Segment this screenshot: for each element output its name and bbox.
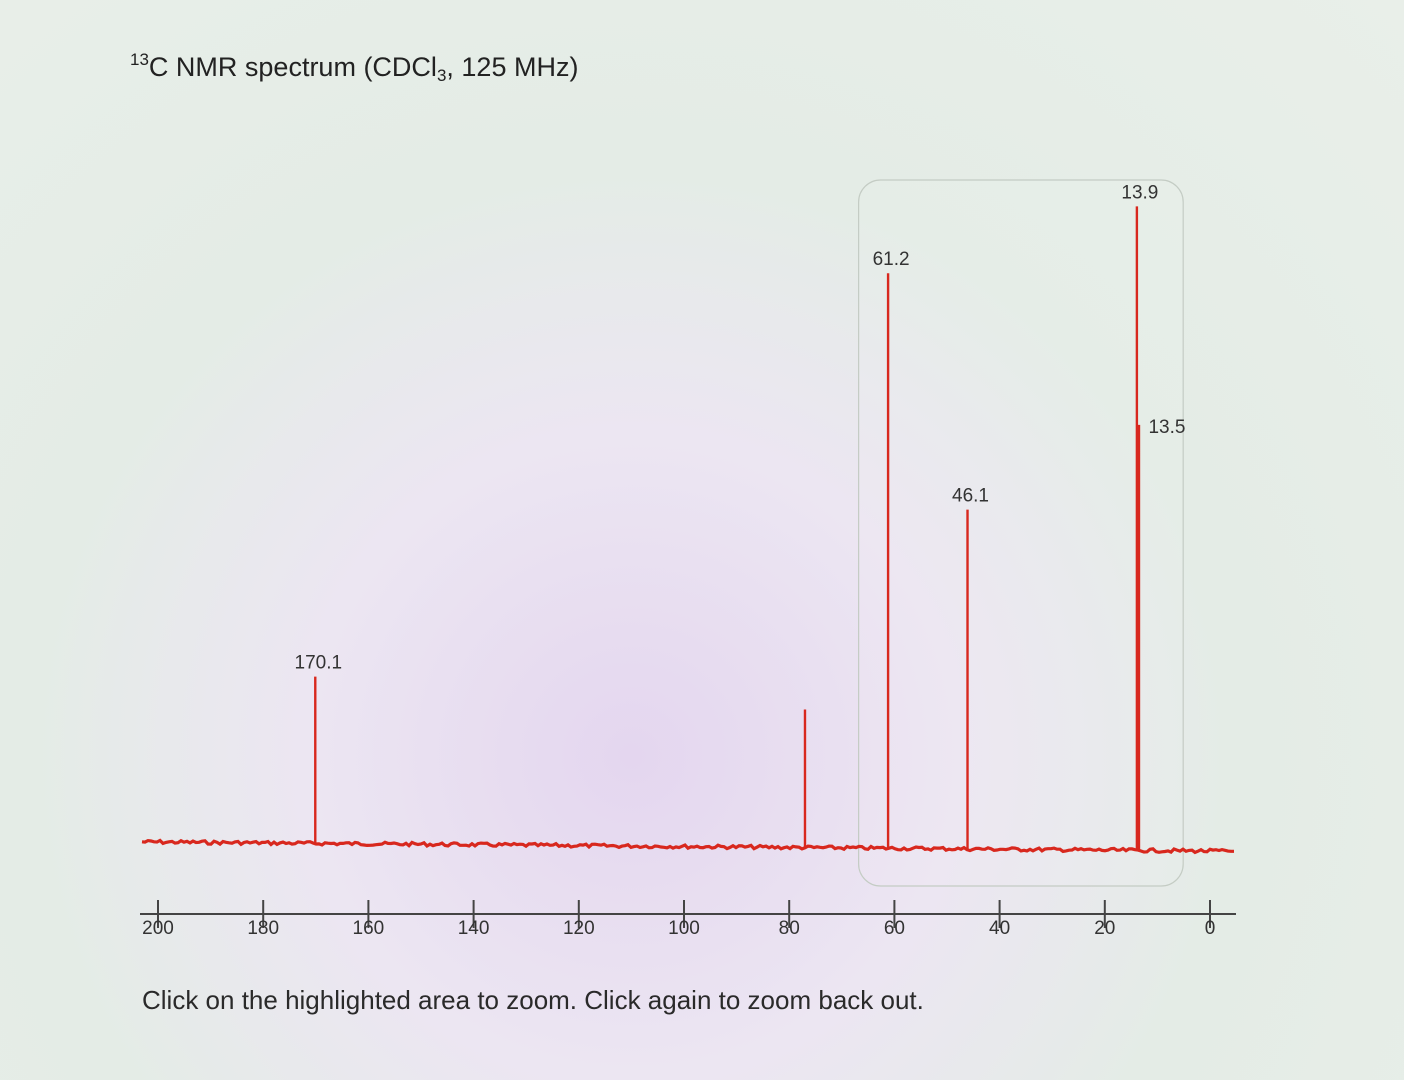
peak-label: 13.5: [1148, 417, 1185, 438]
peak-label: 61.2: [873, 249, 910, 270]
x-tick-label: 60: [884, 918, 905, 939]
x-tick-label: 160: [353, 918, 385, 939]
baseline-group: [141, 838, 1234, 855]
zoom-highlight-region[interactable]: [858, 179, 1184, 887]
x-tick-label: 120: [563, 918, 595, 939]
x-axis: 200 180 160 140 120 100 80 60 40 20 0: [140, 900, 1236, 939]
title-suffix: , 125 MHz): [446, 52, 579, 82]
peaks-group: [314, 206, 1141, 851]
title-superscript: 13: [130, 50, 149, 69]
x-tick-label: 140: [458, 918, 490, 939]
x-tick-label: 200: [142, 918, 174, 939]
spectrum-title: 13C NMR spectrum (CDCl3, 125 MHz): [130, 50, 578, 86]
x-tick-label: 80: [779, 918, 800, 939]
zoom-instructions: Click on the highlighted area to zoom. C…: [142, 985, 924, 1015]
x-tick-label: 20: [1094, 918, 1115, 939]
title-prefix: C NMR spectrum (CDCl: [148, 52, 437, 82]
spectrum-baseline: [141, 838, 1234, 855]
x-tick-label: 100: [668, 918, 700, 939]
title-subscript: 3: [436, 66, 447, 85]
x-tick-label: 0: [1205, 918, 1216, 939]
x-tick-label: 180: [247, 918, 279, 939]
peak-label: 13.9: [1121, 182, 1158, 203]
peak-labels-group: 170.1 61.2 46.1 13.9 13.5: [295, 182, 1186, 673]
peak-label: 170.1: [295, 653, 343, 674]
x-tick-label: 40: [989, 918, 1010, 939]
peak-label: 46.1: [952, 486, 989, 507]
